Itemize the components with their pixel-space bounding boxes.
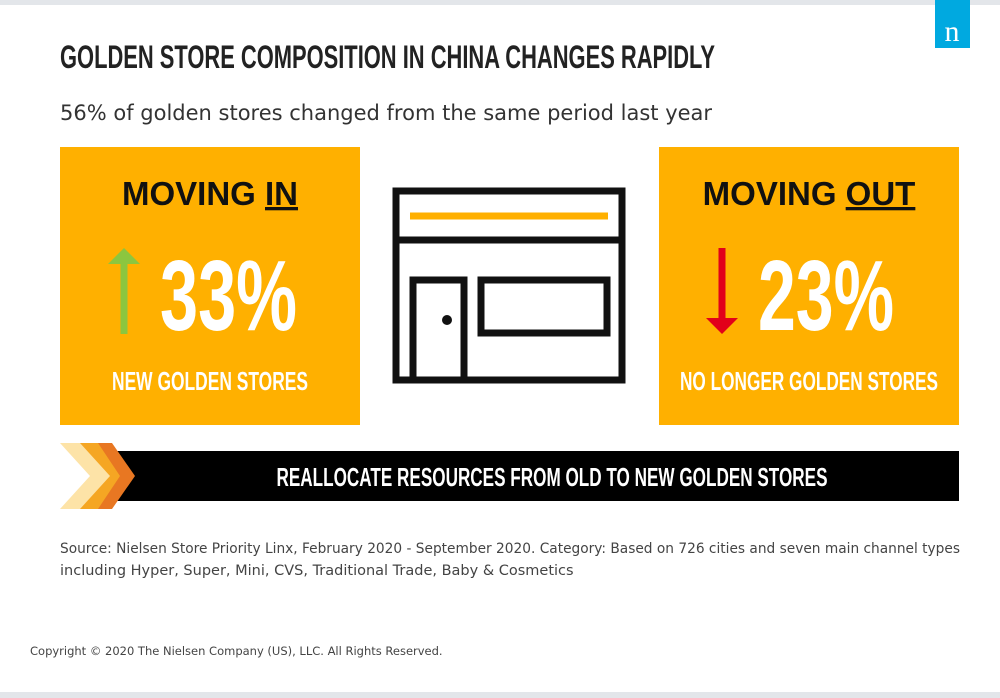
bottom-bar [0,692,1000,698]
panel-caption: NEW GOLDEN STORES [112,366,308,396]
chevron [60,443,114,509]
panel [60,147,360,425]
panel-caption: NO LONGER GOLDEN STORES [680,366,938,396]
up-arrow-head [108,248,140,264]
subtitle: 56% of golden stores changed from the sa… [60,101,712,125]
chevron [98,443,135,509]
door-knob [442,315,452,325]
heading-emphasis: IN [265,175,298,212]
down-arrow-head [706,318,738,334]
heading-word: MOVING [703,175,837,212]
heading-emphasis: OUT [846,175,916,212]
stat: 33% [160,240,297,352]
banner [100,451,959,501]
top-bar [0,0,1000,5]
store-icon [392,187,626,384]
panel-heading: MOVING OUT [703,175,916,212]
stat: 23% [758,240,894,352]
source-line: Source: Nielsen Store Priority Linx, Feb… [60,541,960,557]
logo: n [945,15,960,48]
panel-heading: MOVING IN [122,175,298,212]
heading-word: MOVING [122,175,256,212]
banner-text: REALLOCATE RESOURCES FROM OLD TO NEW GOL… [277,462,828,492]
copyright: Copyright © 2020 The Nielsen Company (US… [30,644,443,658]
title: GOLDEN STORE COMPOSITION IN CHINA CHANGE… [60,39,715,75]
source-line: including Hyper, Super, Mini, CVS, Tradi… [60,563,574,579]
panel [659,147,959,425]
logo-box [935,0,970,48]
